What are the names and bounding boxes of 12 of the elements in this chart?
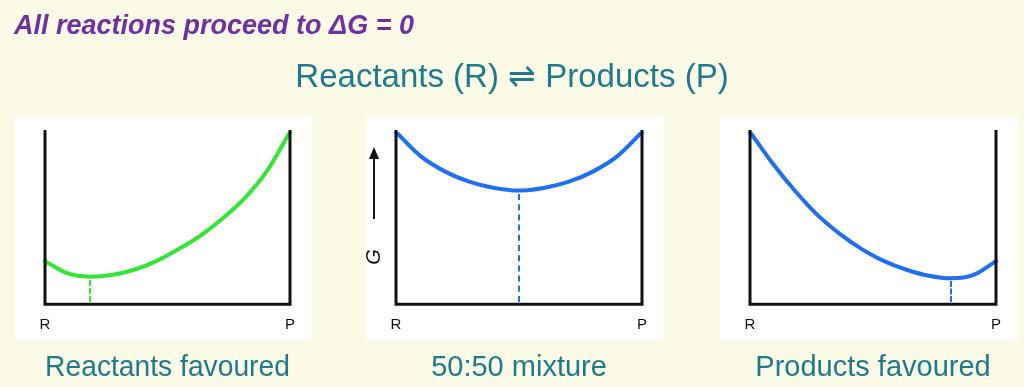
x-axis-title: 50:50 mixture	[431, 349, 607, 382]
x-axis-title: Reactants favoured	[45, 349, 290, 382]
x-tick-label: P	[990, 315, 1002, 333]
x-tick-label: R	[39, 315, 51, 333]
x-tick-label: P	[636, 315, 648, 333]
x-tick-label: R	[744, 315, 756, 333]
x-tick-label: R	[390, 315, 402, 333]
y-axis-title: G	[361, 249, 384, 265]
x-tick-label: P	[284, 315, 296, 333]
text: Reactants (R) ⇌ Products (P)	[294, 56, 730, 95]
text: All reactions proceed to ΔG = 0	[14, 10, 414, 41]
x-axis-title: Products favoured	[755, 349, 991, 382]
